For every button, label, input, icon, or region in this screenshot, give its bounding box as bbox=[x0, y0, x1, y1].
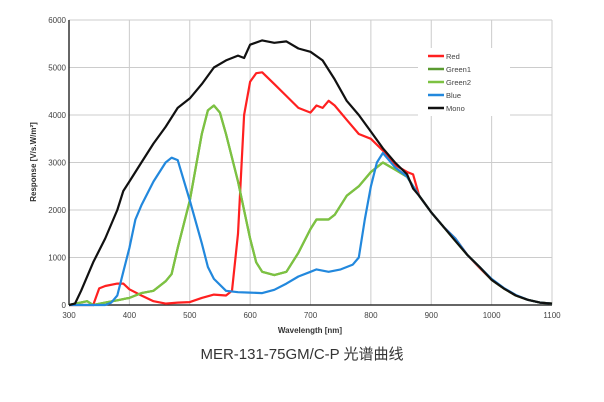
y-tick-label: 0 bbox=[62, 301, 67, 310]
legend-label-red: Red bbox=[446, 52, 460, 61]
spectral-response-chart: 300 400 500 600 700 800 900 1000 1100 0 1000 2000 30… bbox=[29, 16, 561, 335]
legend-label-green2: Green2 bbox=[446, 78, 471, 87]
y-axis-label: Response [V/s.W/m²] bbox=[29, 122, 38, 202]
y-tick-label: 6000 bbox=[48, 16, 66, 25]
series-line-mono bbox=[68, 39, 553, 307]
axis-ticks: 300 400 500 600 700 800 900 1000 1100 0 1000 2000 30… bbox=[48, 16, 561, 320]
y-tick-label: 5000 bbox=[48, 64, 66, 73]
x-axis-label: Wavelength [nm] bbox=[278, 326, 342, 335]
series-lines bbox=[68, 39, 553, 307]
x-tick-label: 900 bbox=[425, 311, 439, 320]
x-tick-label: 800 bbox=[364, 311, 378, 320]
x-tick-label: 1000 bbox=[483, 311, 501, 320]
legend-label-mono: Mono bbox=[446, 104, 465, 113]
y-tick-label: 3000 bbox=[48, 159, 66, 168]
y-tick-label: 2000 bbox=[48, 206, 66, 215]
y-tick-label: 4000 bbox=[48, 111, 66, 120]
y-tick-label: 1000 bbox=[48, 254, 66, 263]
legend-label-blue: Blue bbox=[446, 91, 461, 100]
x-tick-label: 1100 bbox=[543, 311, 561, 320]
x-tick-label: 700 bbox=[304, 311, 318, 320]
legend: Red Green1 Green2 Blue Mono bbox=[418, 48, 510, 116]
x-tick-label: 600 bbox=[243, 311, 257, 320]
x-tick-label: 400 bbox=[123, 311, 137, 320]
legend-label-green1: Green1 bbox=[446, 65, 471, 74]
chart-caption: MER-131-75GM/C-P 光谱曲线 bbox=[200, 346, 404, 363]
x-tick-label: 500 bbox=[183, 311, 197, 320]
x-tick-label: 300 bbox=[62, 311, 76, 320]
